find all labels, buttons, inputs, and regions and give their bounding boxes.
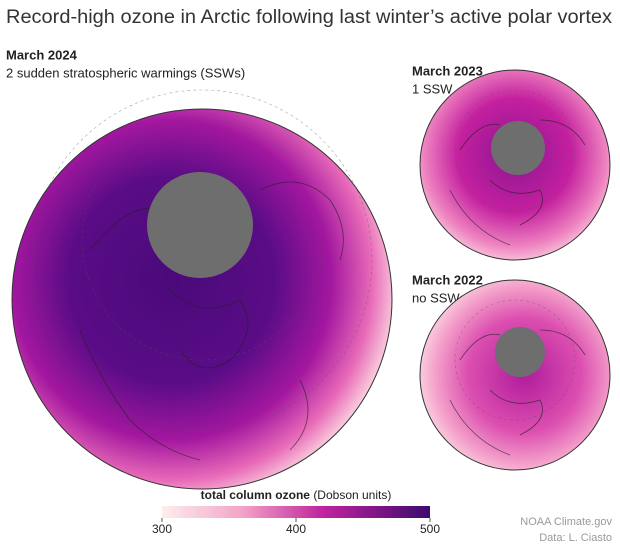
title: Record-high ozone in Arctic following la… [6,7,613,28]
globe [419,69,611,261]
colorbar-label: total column ozone (Dobson units) [201,488,392,502]
panel-title: March 2023 [412,63,483,78]
panel-subtitle: 1 SSW [412,81,453,96]
credit: NOAA Climate.gov [520,516,612,528]
globe [11,89,393,490]
colorbar [162,506,430,518]
colorbar-ticks: 300 400 500 [152,518,440,536]
colorbar-label-units: (Dobson units) [313,488,391,502]
panel-title: March 2022 [412,272,483,287]
tick-label: 500 [420,522,440,536]
tick-label: 400 [286,522,306,536]
credit: Data: L. Ciasto [539,532,612,544]
tick-label: 300 [152,522,172,536]
colorbar-label-bold: total column ozone [201,488,311,502]
panel-subtitle: no SSWs [412,290,467,305]
globe [419,279,611,471]
panel-title: March 2024 [6,47,78,62]
panel-subtitle: 2 sudden stratospheric warmings (SSWs) [6,65,245,80]
